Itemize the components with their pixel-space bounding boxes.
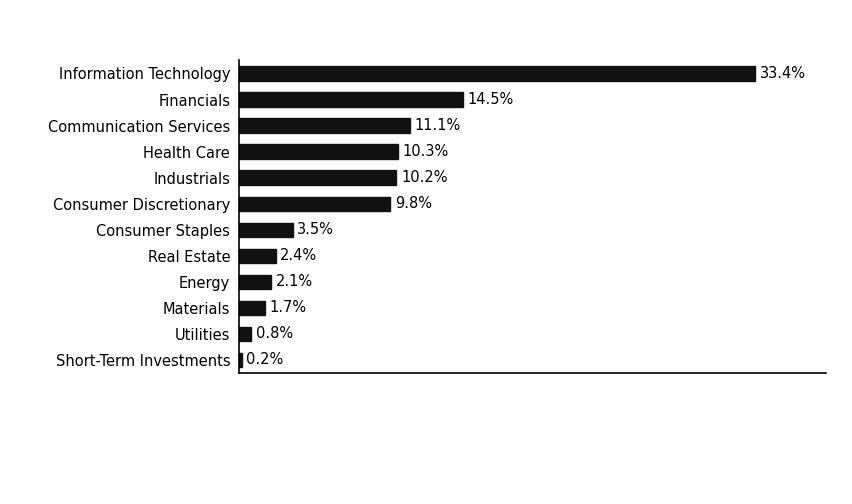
Text: 2.1%: 2.1% bbox=[276, 274, 313, 289]
Text: 3.5%: 3.5% bbox=[297, 222, 334, 237]
Text: 2.4%: 2.4% bbox=[280, 248, 318, 263]
Bar bbox=[239, 223, 293, 237]
Bar bbox=[239, 145, 398, 159]
Text: 1.7%: 1.7% bbox=[269, 300, 307, 316]
Bar bbox=[239, 197, 390, 211]
Bar bbox=[239, 275, 271, 289]
Text: 11.1%: 11.1% bbox=[415, 118, 461, 133]
Text: 10.3%: 10.3% bbox=[402, 144, 449, 159]
Text: 0.2%: 0.2% bbox=[246, 352, 284, 367]
Bar bbox=[239, 327, 251, 341]
Bar bbox=[239, 301, 265, 315]
Bar bbox=[239, 170, 396, 185]
Bar bbox=[239, 92, 463, 107]
Bar bbox=[239, 353, 242, 367]
Text: 9.8%: 9.8% bbox=[394, 196, 432, 211]
Text: 0.8%: 0.8% bbox=[256, 327, 293, 341]
Bar bbox=[239, 67, 755, 81]
Text: 33.4%: 33.4% bbox=[760, 66, 806, 81]
Bar bbox=[239, 248, 276, 263]
Text: 14.5%: 14.5% bbox=[468, 92, 514, 107]
Text: 10.2%: 10.2% bbox=[401, 170, 447, 185]
Bar bbox=[239, 118, 411, 133]
